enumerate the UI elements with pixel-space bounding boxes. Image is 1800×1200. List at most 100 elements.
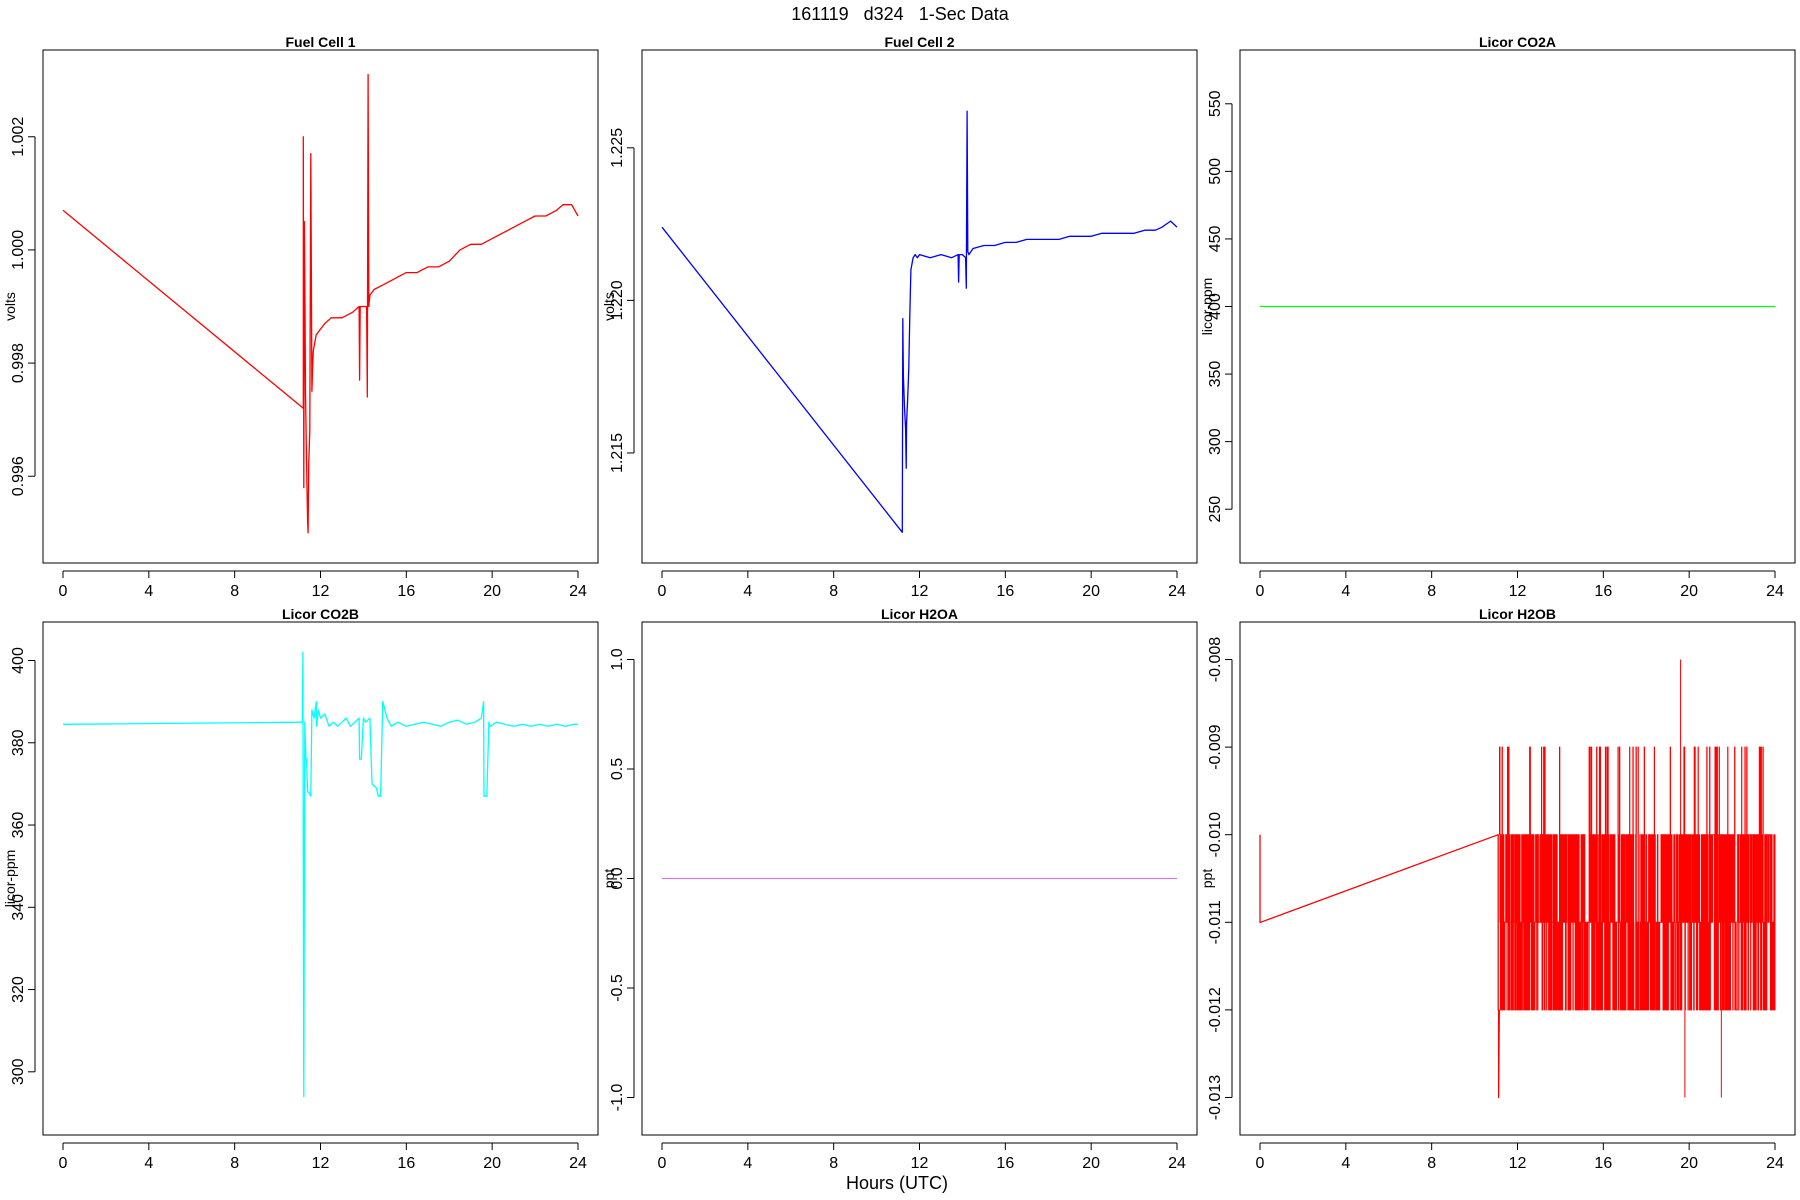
x-tick-label: 16 (1594, 1155, 1612, 1172)
plot-frame (42, 621, 599, 1136)
y-tick-label: 1.000 (10, 230, 27, 270)
y-tick-label: 300 (1207, 428, 1224, 455)
x-tick-label: 16 (397, 1155, 415, 1172)
y-tick-label: 0.998 (10, 343, 27, 383)
y-tick-label: 400 (10, 647, 27, 674)
y-tick-label: -0.013 (1207, 1075, 1224, 1120)
x-tick-label: 4 (743, 1155, 752, 1172)
x-tick-label: 24 (569, 583, 587, 600)
x-tick-label: 12 (312, 1155, 330, 1172)
x-tick-label: 20 (483, 1155, 501, 1172)
y-tick-label: 1.002 (10, 117, 27, 157)
x-axis: 0 4 8 12 16 20 24 (59, 1142, 587, 1172)
x-tick-label: 24 (569, 1155, 587, 1172)
y-tick-label: -0.009 (1207, 724, 1224, 769)
y-axis-label: licor-ppm (2, 850, 18, 908)
x-axis: 0 4 8 12 16 20 24 (658, 570, 1186, 600)
x-tick-label: 8 (230, 583, 239, 600)
x-axis: 0 4 8 12 16 20 24 (1256, 570, 1784, 600)
x-tick-label: 8 (829, 583, 838, 600)
x-tick-label: 16 (996, 583, 1014, 600)
y-axis: 300 320 340 360 380 400 (10, 647, 36, 1085)
x-tick-label: 4 (144, 1155, 153, 1172)
y-tick-label: -0.008 (1207, 637, 1224, 682)
noise-band (1499, 746, 1776, 1011)
panel-title: Licor H2OB (1479, 606, 1556, 622)
series-line (661, 110, 1178, 533)
x-tick-label: 0 (658, 1155, 667, 1172)
panel-title: Licor H2OA (881, 606, 958, 622)
figure-x-label: Hours (UTC) (846, 1173, 948, 1193)
y-tick-label: -0.5 (609, 974, 626, 1002)
series-line (62, 651, 578, 1098)
y-tick-label: 1.0 (609, 648, 626, 670)
x-tick-label: 20 (1680, 1155, 1698, 1172)
plot-frame (42, 49, 599, 564)
x-axis: 0 4 8 12 16 20 24 (59, 570, 587, 600)
x-tick-label: 12 (911, 583, 929, 600)
plot-frame (641, 621, 1198, 1136)
x-tick-label: 4 (1341, 583, 1350, 600)
y-tick-label: 300 (10, 1058, 27, 1085)
x-tick-label: 20 (483, 583, 501, 600)
panel-title: Fuel Cell 2 (884, 34, 954, 50)
y-tick-label: 320 (10, 976, 27, 1003)
x-tick-label: 20 (1680, 583, 1698, 600)
y-axis-label: volts (2, 292, 18, 321)
x-tick-label: 12 (1509, 1155, 1527, 1172)
y-tick-label: 350 (1207, 361, 1224, 388)
x-tick-label: 8 (230, 1155, 239, 1172)
x-tick-label: 24 (1766, 583, 1784, 600)
y-tick-label: 0.996 (10, 456, 27, 496)
x-tick-label: 0 (1256, 583, 1265, 600)
y-tick-label: -0.012 (1207, 987, 1224, 1032)
x-tick-label: 12 (911, 1155, 929, 1172)
y-tick-label: 0.5 (609, 758, 626, 780)
x-tick-label: 20 (1082, 1155, 1100, 1172)
x-tick-label: 16 (996, 1155, 1014, 1172)
figure-title: 161119 d324 1-Sec Data (791, 4, 1009, 24)
y-tick-label: 340 (10, 894, 27, 921)
y-axis: 1.215 1.220 1.225 (609, 128, 635, 473)
x-tick-label: 0 (658, 583, 667, 600)
y-tick-label: 1.215 (609, 433, 626, 473)
y-tick-label: -0.011 (1207, 900, 1224, 944)
panel-title: Licor CO2A (1479, 34, 1556, 50)
x-axis: 0 4 8 12 16 20 24 (658, 1142, 1186, 1172)
x-tick-label: 16 (397, 583, 415, 600)
x-tick-label: 0 (59, 583, 68, 600)
series-line (1259, 834, 1500, 1099)
y-tick-label: 1.220 (609, 280, 626, 320)
x-tick-label: 20 (1082, 583, 1100, 600)
plot-frame (1239, 621, 1796, 1136)
x-tick-label: 16 (1594, 583, 1612, 600)
x-tick-label: 12 (1509, 583, 1527, 600)
y-tick-label: 450 (1207, 225, 1224, 252)
chart-panel: Licor H2OA ppt 0 4 8 12 16 20 24 -1.0 -0.5 0.0 0.5 1.… (601, 606, 1198, 1172)
x-tick-label: 0 (1256, 1155, 1265, 1172)
plot-frame (1239, 49, 1796, 564)
y-axis: -1.0 -0.5 0.0 0.5 1.0 (609, 648, 635, 1111)
y-tick-label: 360 (10, 812, 27, 839)
y-axis-label: volts (601, 292, 617, 321)
y-tick-label: 500 (1207, 158, 1224, 185)
x-tick-label: 24 (1168, 583, 1186, 600)
x-tick-label: 4 (1341, 1155, 1350, 1172)
x-tick-label: 12 (312, 583, 330, 600)
y-axis-label: ppt (601, 869, 617, 889)
y-tick-label: 550 (1207, 90, 1224, 117)
x-tick-label: 8 (829, 1155, 838, 1172)
y-tick-label: 400 (1207, 293, 1224, 320)
y-tick-label: 0.0 (609, 867, 626, 889)
x-tick-label: 0 (59, 1155, 68, 1172)
y-tick-label: 1.225 (609, 128, 626, 168)
chart-panel: Licor CO2A licor-ppm 0 4 8 12 16 20 24 250 300 350 4… (1199, 34, 1796, 600)
y-tick-label: 380 (10, 729, 27, 756)
x-axis: 0 4 8 12 16 20 24 (1256, 1142, 1784, 1172)
y-axis: 250 300 350 400 450 500 550 (1207, 90, 1233, 523)
y-tick-label: -0.010 (1207, 812, 1224, 857)
x-tick-label: 4 (743, 583, 752, 600)
